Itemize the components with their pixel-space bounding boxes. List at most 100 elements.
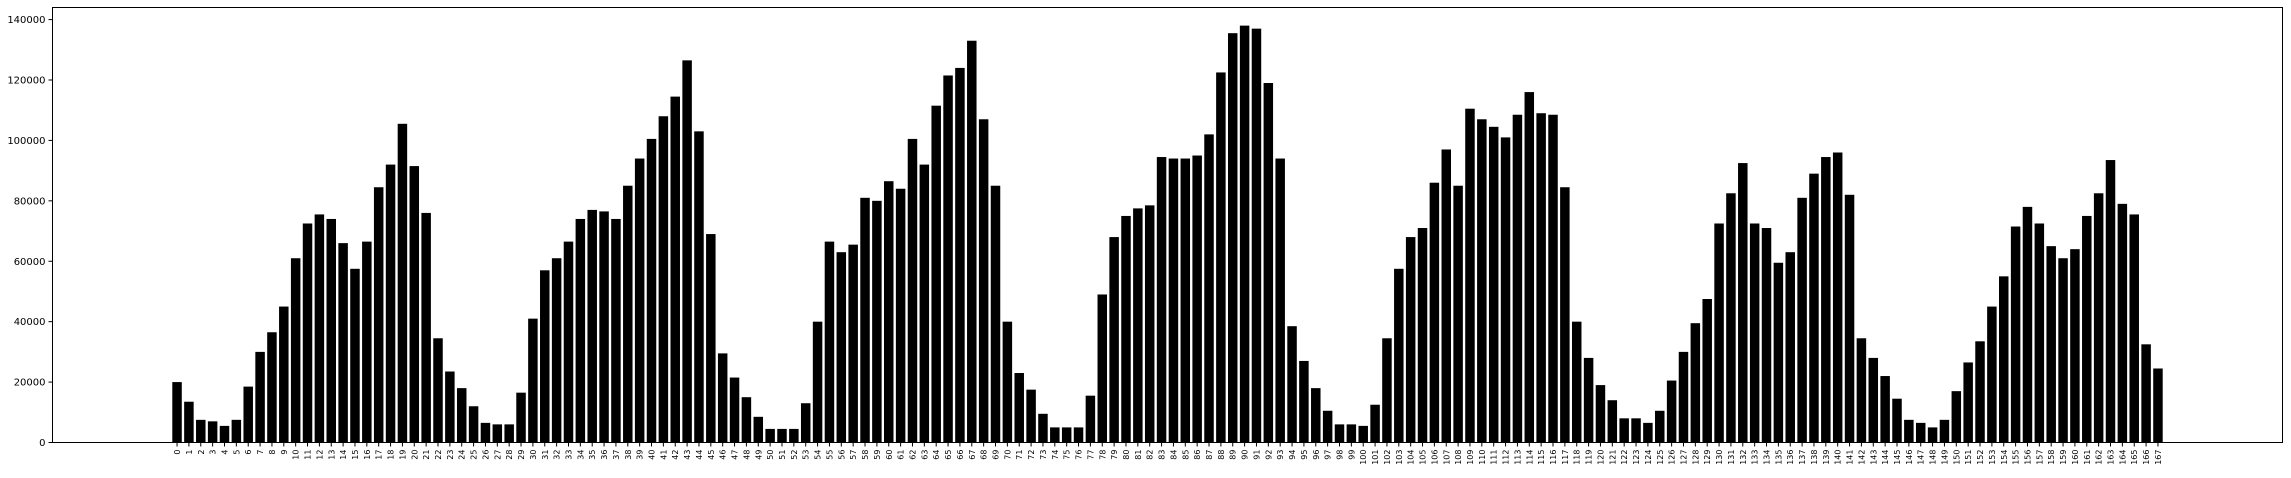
x-tick-label: 2 — [197, 450, 206, 455]
bar-110 — [1477, 119, 1487, 443]
x-tick-label: 4 — [220, 450, 229, 455]
x-tick-label: 6 — [244, 450, 253, 455]
x-tick-label: 22 — [434, 450, 443, 460]
bar-113 — [1512, 114, 1523, 443]
bar-53 — [800, 403, 811, 443]
bar-135 — [1773, 262, 1784, 443]
bar-1 — [184, 401, 194, 443]
x-tick-label: 66 — [956, 450, 965, 460]
x-tick-label: 142 — [1857, 450, 1866, 465]
bar-46 — [717, 353, 728, 443]
bar-44 — [694, 131, 704, 443]
x-tick-label: 153 — [1988, 450, 1997, 465]
x-tick-label: 26 — [481, 450, 490, 460]
x-tick-label: 112 — [1502, 450, 1511, 465]
bar-143 — [1868, 357, 1879, 443]
bar-56 — [836, 252, 847, 443]
y-tick-label: 140000 — [7, 15, 45, 26]
x-tick-label: 78 — [1098, 450, 1107, 460]
y-tick-label: 100000 — [7, 136, 45, 147]
bar-73 — [1038, 413, 1048, 443]
bar-146 — [1904, 419, 1914, 443]
bar-40 — [646, 138, 657, 443]
x-tick-label: 104 — [1407, 450, 1416, 465]
x-tick-label: 7 — [256, 450, 265, 455]
x-tick-label: 90 — [1241, 450, 1250, 460]
bar-18 — [385, 164, 396, 443]
x-tick-label: 45 — [707, 450, 716, 460]
bar-159 — [2058, 258, 2068, 443]
x-tick-label: 15 — [351, 450, 360, 460]
x-tick-label: 80 — [1122, 450, 1131, 460]
y-tick-label: 120000 — [7, 76, 45, 87]
x-tick-label: 100 — [1359, 450, 1368, 465]
bar-11 — [302, 223, 313, 443]
bar-138 — [1809, 173, 1819, 443]
bar-7 — [255, 351, 265, 443]
bar-132 — [1738, 163, 1748, 443]
x-tick-label: 81 — [1134, 450, 1143, 460]
y-tick-label: 20000 — [14, 378, 46, 389]
bar-93 — [1275, 158, 1285, 443]
bar-9 — [279, 306, 289, 443]
x-tick-label: 124 — [1644, 450, 1653, 465]
bar-2 — [196, 419, 206, 443]
x-tick-label: 75 — [1063, 450, 1072, 460]
x-tick-label: 144 — [1881, 450, 1890, 465]
bar-85 — [1180, 158, 1191, 443]
x-tick-label: 164 — [2118, 450, 2127, 465]
bar-157 — [2034, 223, 2045, 443]
x-tick-label: 35 — [588, 450, 597, 460]
y-tick-label: 40000 — [14, 317, 46, 328]
x-tick-label: 106 — [1430, 450, 1439, 465]
bar-64 — [931, 105, 941, 443]
x-tick-label: 20 — [410, 450, 419, 460]
x-tick-label: 133 — [1751, 450, 1760, 465]
bar-116 — [1548, 114, 1558, 443]
bar-74 — [1050, 427, 1060, 443]
x-tick-label: 44 — [695, 450, 704, 460]
bar-114 — [1524, 92, 1535, 443]
x-tick-label: 96 — [1312, 450, 1321, 460]
bar-71 — [1014, 373, 1024, 443]
bar-41 — [658, 116, 669, 443]
bar-130 — [1714, 223, 1724, 443]
x-tick-label: 55 — [825, 450, 834, 460]
bar-88 — [1216, 72, 1226, 443]
x-tick-label: 16 — [363, 450, 372, 460]
bar-144 — [1880, 376, 1890, 443]
x-tick-label: 51 — [778, 450, 787, 460]
bar-8 — [267, 332, 277, 443]
x-tick-label: 5 — [232, 450, 241, 455]
bar-84 — [1168, 158, 1179, 443]
x-tick-label: 54 — [814, 450, 823, 460]
x-tick-label: 147 — [1917, 450, 1926, 465]
bar-76 — [1073, 427, 1084, 443]
bar-126 — [1666, 380, 1677, 443]
x-tick-label: 115 — [1537, 450, 1546, 465]
x-tick-label: 70 — [1003, 450, 1012, 460]
bar-10 — [290, 258, 301, 443]
x-tick-label: 30 — [529, 450, 538, 460]
x-tick-label: 63 — [920, 450, 929, 460]
x-tick-label: 53 — [802, 450, 811, 460]
x-tick-label: 52 — [790, 450, 799, 460]
x-tick-label: 24 — [458, 450, 467, 460]
x-tick-label: 131 — [1727, 450, 1736, 465]
x-tick-label: 101 — [1371, 450, 1380, 465]
x-tick-label: 116 — [1549, 450, 1558, 465]
x-tick-label: 163 — [2107, 450, 2116, 465]
x-tick-label: 13 — [327, 450, 336, 460]
bar-167 — [2153, 368, 2163, 443]
y-axis-ticks: 0 20000 40000 60000 80000 100000 120000 140000 — [7, 15, 53, 449]
x-tick-label: 32 — [553, 450, 562, 460]
x-tick-label: 158 — [2047, 450, 2056, 465]
bar-166 — [2141, 344, 2151, 443]
x-tick-label: 21 — [422, 450, 431, 460]
bar-99 — [1346, 424, 1357, 443]
bar-142 — [1856, 338, 1867, 443]
bar-80 — [1121, 215, 1131, 443]
bar-50 — [765, 428, 775, 443]
x-tick-label: 60 — [885, 450, 894, 460]
x-tick-label: 117 — [1561, 450, 1570, 465]
